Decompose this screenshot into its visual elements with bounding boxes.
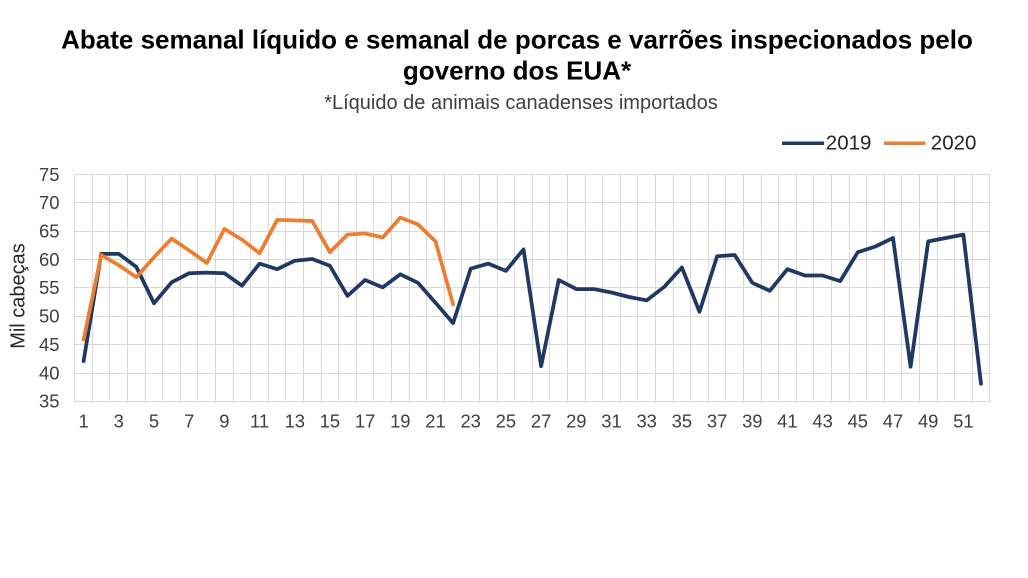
svg-text:50: 50	[39, 306, 59, 327]
svg-text:Abate semanal líquido e semana: Abate semanal líquido e semanal de porca…	[61, 25, 973, 55]
svg-text:3: 3	[114, 411, 124, 432]
svg-text:13: 13	[285, 411, 305, 432]
svg-text:19: 19	[390, 411, 410, 432]
svg-text:11: 11	[250, 411, 269, 432]
svg-text:15: 15	[320, 411, 340, 432]
svg-text:21: 21	[425, 411, 445, 432]
svg-text:35: 35	[39, 391, 59, 412]
svg-text:40: 40	[39, 362, 59, 383]
svg-text:9: 9	[219, 411, 229, 432]
svg-text:17: 17	[355, 411, 375, 432]
svg-text:27: 27	[531, 411, 551, 432]
svg-text:7: 7	[184, 411, 194, 432]
svg-text:45: 45	[39, 334, 59, 355]
svg-text:*Líquido de animais canadenses: *Líquido de animais canadenses importado…	[324, 92, 718, 114]
svg-text:25: 25	[496, 411, 516, 432]
svg-text:60: 60	[39, 249, 59, 270]
svg-text:33: 33	[636, 411, 656, 432]
svg-text:51: 51	[953, 411, 973, 432]
svg-text:35: 35	[672, 411, 692, 432]
svg-text:41: 41	[777, 411, 797, 432]
svg-text:43: 43	[812, 411, 832, 432]
svg-text:45: 45	[848, 411, 868, 432]
svg-text:23: 23	[460, 411, 480, 432]
svg-text:29: 29	[566, 411, 586, 432]
svg-text:5: 5	[149, 411, 159, 432]
svg-text:39: 39	[742, 411, 762, 432]
svg-text:47: 47	[883, 411, 903, 432]
svg-text:55: 55	[39, 277, 59, 298]
svg-text:70: 70	[39, 192, 59, 213]
svg-text:Mil cabeças: Mil cabeças	[8, 243, 30, 349]
svg-text:65: 65	[39, 221, 59, 242]
svg-text:2019: 2019	[826, 132, 872, 155]
svg-text:37: 37	[707, 411, 727, 432]
svg-text:2020: 2020	[931, 132, 977, 155]
svg-text:75: 75	[39, 164, 59, 185]
svg-text:1: 1	[78, 411, 88, 432]
svg-text:31: 31	[601, 411, 621, 432]
svg-text:49: 49	[918, 411, 938, 432]
svg-text:governo dos EUA*: governo dos EUA*	[403, 56, 632, 86]
